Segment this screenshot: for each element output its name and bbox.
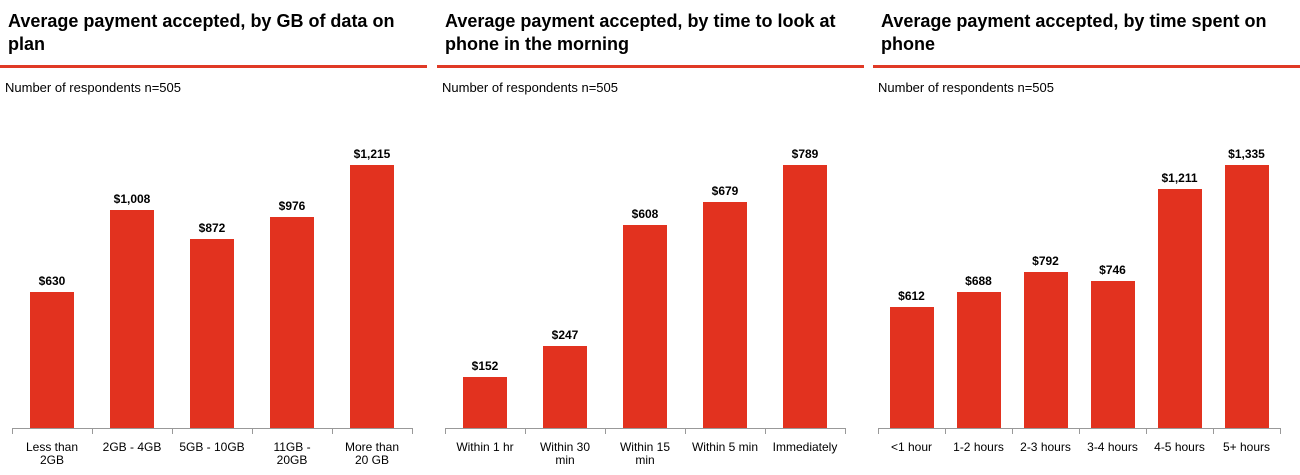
title-rule [0, 65, 427, 68]
x-tick-label: 2GB - 4GB [102, 440, 162, 454]
axis-tick [1146, 428, 1147, 434]
value-label: $612 [898, 289, 925, 304]
bar [783, 165, 827, 428]
x-tick-label: <1 hour [890, 440, 933, 454]
bar [623, 225, 667, 428]
x-tick-label: 2-3 hours [1020, 440, 1071, 454]
bar [110, 209, 154, 428]
bar [1224, 165, 1269, 428]
axis-tick [845, 428, 846, 434]
axis-tick [1213, 428, 1214, 434]
axis-tick [1280, 428, 1281, 434]
value-label: $1,215 [353, 147, 391, 161]
chart-subtitle: Number of respondents n=505 [442, 80, 618, 95]
bar [956, 292, 1001, 428]
value-label: $976 [278, 198, 306, 213]
x-tick-label: 11GB - 20GB [273, 440, 311, 467]
value-label: $746 [1099, 263, 1126, 278]
value-label: $1,008 [113, 191, 151, 206]
bar [1023, 271, 1068, 428]
x-tick-label: 3-4 hours [1087, 440, 1138, 454]
value-label: $247 [551, 327, 579, 342]
bar [30, 291, 74, 428]
bar [1157, 189, 1202, 428]
bar [270, 216, 314, 428]
value-label: $152 [471, 359, 499, 374]
chart-subtitle: Number of respondents n=505 [5, 80, 181, 95]
baseline [12, 428, 412, 429]
chart-title: Average payment accepted, by time to loo… [445, 11, 836, 54]
axis-tick [945, 428, 946, 434]
bar [703, 201, 747, 428]
bar [190, 239, 234, 428]
bar [463, 377, 507, 428]
x-tick-label: 5+ hours [1222, 440, 1271, 454]
chart-panel: Average payment accepted, by GB of data … [0, 0, 427, 475]
chart-title: Average payment accepted, by time spent … [881, 11, 1267, 54]
x-tick-label: More than 20 GB [344, 440, 400, 467]
axis-tick [605, 428, 606, 434]
axis-tick [685, 428, 686, 434]
bar [1090, 281, 1135, 428]
axis-tick [1012, 428, 1013, 434]
value-label: $792 [1032, 253, 1059, 268]
axis-tick [332, 428, 333, 434]
axis-tick [525, 428, 526, 434]
axis-tick [412, 428, 413, 434]
x-tick-label: Within 15 min [619, 440, 671, 467]
x-tick-label: Within 5 min [691, 440, 759, 454]
chart-subtitle: Number of respondents n=505 [878, 80, 1054, 95]
x-tick-label: Immediately [772, 440, 838, 454]
title-rule [437, 65, 864, 68]
value-label: $789 [791, 147, 819, 161]
chart-panel: Average payment accepted, by time to loo… [437, 0, 864, 475]
x-tick-label: 4-5 hours [1154, 440, 1205, 454]
axis-tick [878, 428, 879, 434]
value-label: $688 [965, 274, 992, 289]
value-label: $1,211 [1161, 171, 1198, 186]
bar [543, 345, 587, 428]
axis-tick [92, 428, 93, 434]
value-label: $872 [198, 221, 226, 236]
axis-tick [172, 428, 173, 434]
baseline [445, 428, 845, 429]
x-tick-label: 1-2 hours [953, 440, 1004, 454]
title-rule [873, 65, 1300, 68]
x-tick-label: Within 30 min [539, 440, 591, 467]
x-tick-label: Within 1 hr [456, 440, 514, 454]
value-label: $630 [38, 273, 66, 288]
axis-tick [445, 428, 446, 434]
axis-tick [1079, 428, 1080, 434]
value-label: $1,335 [1228, 147, 1265, 161]
chart-title: Average payment accepted, by GB of data … [8, 11, 395, 54]
value-label: $608 [631, 207, 659, 222]
axis-tick [765, 428, 766, 434]
axis-tick [252, 428, 253, 434]
x-tick-label: 5GB - 10GB [179, 440, 245, 454]
bar [350, 165, 394, 428]
axis-tick [12, 428, 13, 434]
value-label: $679 [711, 183, 739, 198]
chart-panel: Average payment accepted, by time spent … [873, 0, 1300, 475]
x-tick-label: Less than 2GB [25, 440, 79, 467]
bar [889, 307, 934, 428]
